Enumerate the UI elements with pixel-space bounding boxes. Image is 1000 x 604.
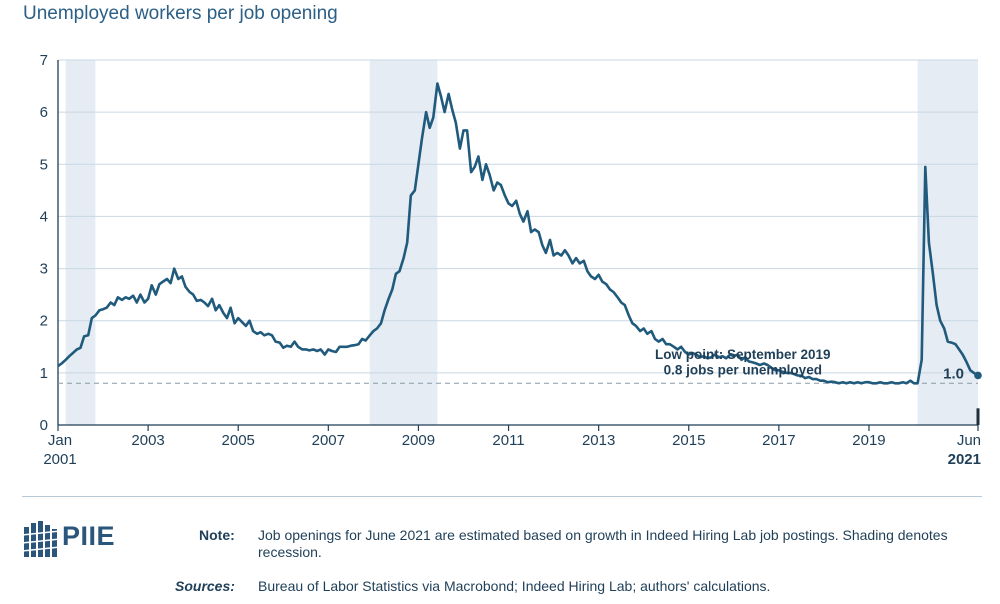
estimate-marker <box>976 408 980 425</box>
y-tick-label: 4 <box>40 208 48 225</box>
recession-band-1 <box>65 60 96 425</box>
footer-divider <box>22 496 982 497</box>
x-tick-label: 2013 <box>582 432 615 449</box>
end-value-label: 1.0 <box>943 366 964 383</box>
note-text: Job openings for June 2021 are estimated… <box>258 527 948 560</box>
note-label: Note: <box>199 527 235 543</box>
y-tick-label: 5 <box>40 156 48 173</box>
x-tick-label: 2015 <box>672 432 705 449</box>
chart-labels: Low point: September 2019 0.8 jobs per u… <box>655 347 964 383</box>
y-tick-label: 2 <box>40 313 48 330</box>
x-tick-label: 2011 <box>492 432 524 449</box>
recession-shading <box>65 60 978 425</box>
y-tick-label: 7 <box>40 52 48 69</box>
sources-label: Sources: <box>175 578 235 594</box>
line-chart: 0 1 2 3 4 5 6 7 Jan 2001 2003 2005 2007 2009 2011 2013 2… <box>40 52 982 468</box>
annotation-low-point: Low point: September 2019 <box>655 347 831 362</box>
chart-title: Unemployed workers per job opening <box>23 3 338 24</box>
axes: 0 1 2 3 4 5 6 7 Jan 2001 2003 2005 2007 2009 2011 2013 2… <box>40 52 981 468</box>
x-tick-label: 2017 <box>762 432 795 449</box>
x-tick-label: Jan <box>48 432 72 449</box>
x-tick-label-year: 2021 <box>948 451 981 468</box>
x-tick-label: 2007 <box>312 432 345 449</box>
recession-band-2 <box>369 60 438 425</box>
y-tick-label: 1 <box>40 365 48 382</box>
grid-lines <box>58 59 978 374</box>
annotation-jobs-per-unemployed: 0.8 jobs per unemployed <box>664 362 822 377</box>
y-tick-label: 0 <box>40 417 48 434</box>
x-tick-label-year: 2001 <box>43 451 76 468</box>
y-tick-label: 6 <box>40 104 48 121</box>
x-tick-label: Jun <box>957 432 981 449</box>
piie-logo-text: PIIE <box>62 521 116 551</box>
x-tick-label: 2009 <box>402 432 435 449</box>
series-end-point <box>974 371 982 380</box>
y-tick-label: 3 <box>40 261 48 278</box>
piie-logo-icon <box>22 521 61 557</box>
x-tick-label: 2003 <box>131 432 164 449</box>
x-tick-label: 2005 <box>222 432 255 449</box>
series-lines <box>57 82 982 425</box>
x-tick-label: 2019 <box>852 432 885 449</box>
series-line-1 <box>57 82 979 385</box>
sources-text: Bureau of Labor Statistics via Macrobond… <box>258 578 771 594</box>
